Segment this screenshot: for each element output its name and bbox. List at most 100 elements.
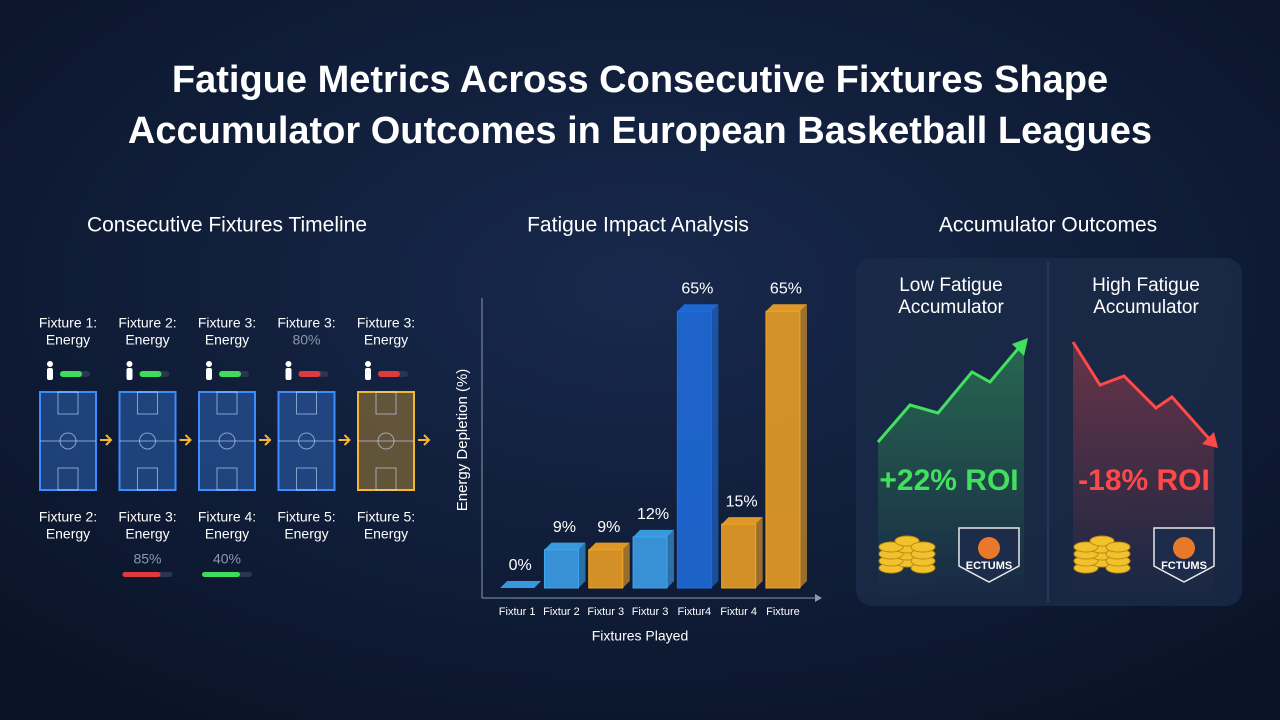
meter bbox=[122, 572, 161, 577]
coin bbox=[910, 541, 936, 553]
fixture-label: Energy bbox=[364, 332, 408, 348]
section-heading: Accumulator Outcomes bbox=[939, 214, 1157, 237]
court-line bbox=[377, 432, 395, 450]
fixture-label: Fixture 4: bbox=[198, 509, 256, 525]
bar-top bbox=[500, 581, 542, 588]
coin bbox=[1089, 535, 1115, 547]
player-icon bbox=[285, 368, 292, 380]
fixture-label: Energy bbox=[46, 332, 90, 348]
court-line bbox=[296, 391, 317, 415]
player-icon bbox=[365, 368, 371, 380]
court-line bbox=[218, 432, 236, 450]
title-line: Fatigue Metrics Across Consecutive Fixtu… bbox=[172, 59, 1108, 101]
x-tick-label: Fixtur 3 bbox=[632, 606, 669, 618]
bar bbox=[543, 549, 579, 589]
coin bbox=[894, 535, 920, 547]
card-title: High Fatigue bbox=[1092, 275, 1200, 296]
bar bbox=[632, 536, 668, 589]
meter bbox=[298, 371, 321, 377]
court-line bbox=[137, 467, 158, 491]
court-line bbox=[59, 432, 77, 450]
fixture-label: 40% bbox=[213, 551, 241, 567]
coin bbox=[878, 541, 904, 553]
data-label: 9% bbox=[597, 519, 620, 536]
data-label: 9% bbox=[553, 519, 576, 536]
bar-side bbox=[711, 304, 719, 588]
fixture-label: Fixture 3: bbox=[357, 315, 415, 331]
court-line bbox=[216, 391, 238, 415]
player-icon bbox=[365, 361, 371, 367]
x-tick-label: Fixtur 1 bbox=[499, 606, 536, 618]
fixture-label: Fixture 5: bbox=[277, 509, 335, 525]
player-icon bbox=[47, 368, 53, 380]
court-line bbox=[57, 391, 79, 415]
fixture-label: Fixture 2: bbox=[39, 509, 97, 525]
meter bbox=[60, 371, 82, 377]
bar-side bbox=[578, 542, 586, 588]
fixture-label: Energy bbox=[205, 332, 249, 348]
ball bbox=[1173, 537, 1195, 559]
y-axis-label: Energy Depletion (%) bbox=[454, 369, 471, 512]
axis-arrow bbox=[815, 594, 822, 602]
fixture-label: Fixture 3: bbox=[277, 315, 335, 331]
data-label: 65% bbox=[681, 281, 713, 298]
fixture-label: Energy bbox=[205, 526, 249, 542]
trend-arrow bbox=[1202, 432, 1218, 448]
player-icon bbox=[206, 368, 212, 380]
arrow bbox=[338, 434, 351, 446]
fixture-label: Energy bbox=[284, 526, 328, 542]
fixture-label: Fixture 1: bbox=[39, 315, 97, 331]
fixture-label: Energy bbox=[46, 526, 90, 542]
coin bbox=[1073, 541, 1099, 553]
court-line bbox=[216, 467, 238, 491]
arrow bbox=[100, 434, 113, 446]
arrow bbox=[179, 434, 192, 446]
bar-side bbox=[667, 529, 675, 588]
bar bbox=[721, 523, 757, 589]
trend-line bbox=[1071, 341, 1214, 443]
bar bbox=[765, 310, 801, 589]
bar-side bbox=[799, 304, 807, 588]
court-line bbox=[298, 432, 315, 450]
meter bbox=[219, 371, 241, 377]
arrow bbox=[418, 434, 431, 446]
fixture-label: Fixture 2: bbox=[118, 315, 176, 331]
bar bbox=[676, 310, 712, 589]
coin bbox=[1105, 541, 1131, 553]
bar-top bbox=[765, 304, 807, 312]
bar-top bbox=[588, 542, 630, 550]
fixture-label: Fixture 3: bbox=[198, 315, 256, 331]
bar-top bbox=[677, 304, 719, 312]
bar-side bbox=[622, 542, 630, 588]
x-tick-label: Fixtur 3 bbox=[587, 606, 624, 618]
x-tick-label: Fixtur 2 bbox=[543, 606, 580, 618]
roi: -18% ROI bbox=[1078, 464, 1210, 497]
title-line: Accumulator Outcomes in European Basketb… bbox=[128, 110, 1152, 152]
x-tick-label: Fixtur 4 bbox=[720, 606, 757, 618]
fixture-label: Energy bbox=[125, 332, 169, 348]
data-label: 15% bbox=[726, 493, 758, 510]
court-line bbox=[57, 467, 79, 491]
bar-top bbox=[633, 529, 675, 537]
court-line bbox=[296, 467, 317, 491]
court-line bbox=[137, 391, 158, 415]
meter bbox=[139, 371, 162, 377]
trend-line bbox=[876, 343, 1024, 443]
data-label: 0% bbox=[509, 557, 532, 574]
card-title: Low Fatigue bbox=[899, 275, 1003, 296]
badge-text: FCTUMS bbox=[1161, 560, 1207, 572]
player-icon bbox=[126, 361, 133, 367]
fixture-label: Energy bbox=[125, 526, 169, 542]
card-title: Accumulator bbox=[898, 297, 1004, 318]
x-tick-label: Fixtur4 bbox=[678, 606, 712, 618]
court-line bbox=[375, 391, 397, 415]
data-label: 65% bbox=[770, 281, 802, 298]
x-axis-label: Fixtures Played bbox=[592, 628, 688, 644]
fixture-label: 80% bbox=[292, 332, 320, 348]
court-line bbox=[375, 467, 397, 491]
x-tick-label: Fixture bbox=[766, 606, 800, 618]
bar-top bbox=[721, 517, 763, 525]
meter bbox=[378, 371, 400, 377]
player-icon bbox=[47, 361, 53, 367]
